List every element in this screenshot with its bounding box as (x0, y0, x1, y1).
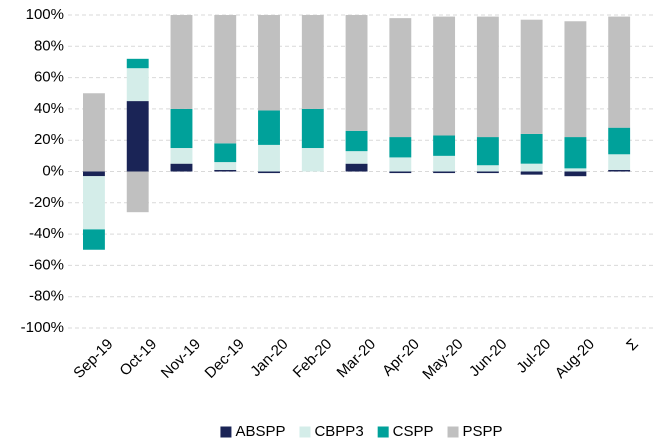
bar-segment (170, 108, 193, 149)
bar-segment (126, 58, 149, 69)
bar-segment (564, 137, 587, 169)
bar-segment (126, 101, 149, 172)
bar-segment (83, 171, 105, 177)
bar-segment (608, 16, 631, 128)
bar-segment (433, 171, 456, 174)
y-tick-label: 0% (42, 162, 64, 179)
bar-segment (83, 176, 105, 230)
bar-segment (170, 163, 193, 172)
bar-segment (520, 133, 543, 164)
x-tick-label: Mar-20 (334, 336, 380, 382)
x-tick-label: Feb-20 (290, 336, 336, 382)
x-tick-label: Sep-19 (70, 336, 116, 382)
bar-segment (433, 155, 456, 172)
bar-segment (126, 171, 149, 213)
bar-segment (389, 137, 412, 158)
bar-segment (345, 151, 368, 164)
bar-segment (476, 137, 499, 166)
x-tick-label: Σ (623, 336, 642, 355)
legend-item: CSPP (377, 423, 434, 440)
y-tick-label: -100% (21, 319, 64, 336)
bar-segment (258, 110, 280, 145)
bar-segment (564, 168, 587, 172)
bar-segment (389, 171, 412, 174)
bar-segment (433, 16, 456, 136)
bar-segment (214, 169, 237, 172)
legend-swatch (447, 426, 459, 438)
x-tick-label: Nov-19 (158, 336, 204, 382)
bar-segment (170, 148, 193, 164)
bar-segment (258, 171, 280, 174)
bar-segment (83, 93, 105, 172)
bar-segment (520, 163, 543, 172)
bar-segment (345, 15, 368, 131)
legend-item: CBPP3 (299, 423, 364, 440)
legend-item: PSPP (447, 423, 503, 440)
bar-segment (520, 19, 543, 134)
x-tick-label: Jul-20 (513, 336, 554, 377)
bar-segment (476, 16, 499, 138)
x-tick-label: Apr-20 (379, 336, 423, 380)
bar-segment (345, 163, 368, 172)
bar-segment (301, 148, 324, 172)
x-tick-label: Aug-20 (552, 336, 598, 382)
bar-segment (476, 165, 499, 172)
bar-segment (608, 154, 631, 170)
x-tick-label: Jan-20 (247, 336, 291, 380)
bar-segment (433, 135, 456, 156)
bar-segment (301, 108, 324, 149)
y-tick-label: -60% (29, 256, 64, 273)
y-tick-label: 60% (34, 69, 64, 86)
legend-swatch (299, 426, 311, 438)
bar-segment (520, 171, 543, 175)
y-tick-label: -80% (29, 288, 64, 305)
legend-label: PSPP (463, 423, 503, 440)
y-tick-label: -20% (29, 194, 64, 211)
x-tick-label: Dec-19 (202, 336, 248, 382)
y-tick-label: 40% (34, 100, 64, 117)
bar-segment (389, 18, 412, 138)
y-tick-label: -40% (29, 225, 64, 242)
y-tick-label: 80% (34, 37, 64, 54)
bar-segment (389, 157, 412, 172)
bar-segment (564, 171, 587, 177)
bar-segment (170, 15, 193, 109)
bar-segment (258, 144, 280, 172)
legend-swatch (220, 426, 232, 438)
y-tick-label: 20% (34, 131, 64, 148)
bar-segment (345, 130, 368, 152)
legend-label: CSPP (393, 423, 434, 440)
bar-segment (83, 229, 105, 250)
bar-segment (214, 143, 237, 163)
bar-segment (214, 15, 237, 144)
bar-segment (126, 68, 149, 102)
legend-item: ABSPP (220, 423, 285, 440)
legend-swatch (377, 426, 389, 438)
y-tick-label: 100% (26, 6, 64, 23)
x-tick-label: May-20 (419, 336, 466, 383)
bar-segment (258, 15, 280, 111)
x-tick-label: Oct-19 (116, 336, 160, 380)
bar-segment (301, 15, 324, 109)
bar-segment (476, 171, 499, 174)
bar-segment (564, 21, 587, 138)
bar-segment (608, 127, 631, 155)
x-tick-label: Jun-20 (466, 336, 510, 380)
legend-label: ABSPP (235, 423, 285, 440)
bar-segment (608, 169, 631, 172)
bar-segment (214, 162, 237, 170)
legend-label: CBPP3 (314, 423, 363, 440)
